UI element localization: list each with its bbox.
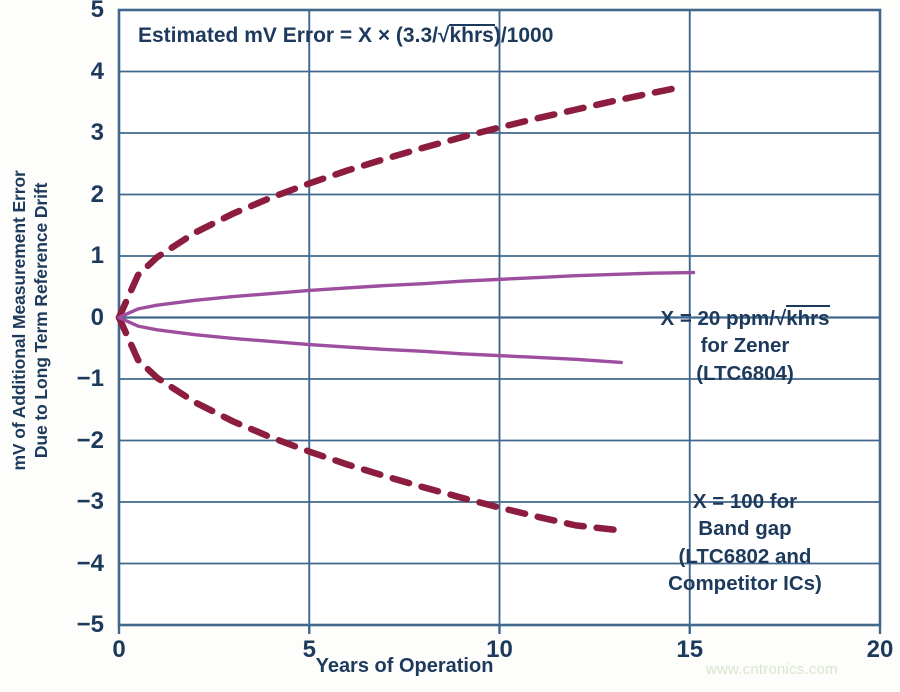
formula-suffix: )/1000: [493, 24, 554, 47]
sqrt-symbol: √khrs: [437, 24, 495, 47]
y-tick-label: 4: [90, 57, 104, 85]
y-tick-label: 5: [90, 0, 104, 23]
y-axis-title-line2: Due to Long Term Reference Drift: [31, 182, 51, 458]
y-tick-label: 1: [90, 242, 104, 269]
x-tick-label: 5: [302, 636, 316, 663]
y-tick-label: −2: [76, 426, 104, 454]
y-axis-title-line1: mV of Additional Measurement Error: [8, 169, 29, 471]
data-series-group: [115, 83, 696, 533]
x-tick-label: 20: [866, 636, 894, 663]
annotation-bandgap: X = 100 for Band gap (LTC6802 and Compet…: [620, 488, 870, 597]
y-tick-label: 3: [90, 119, 104, 146]
chart-title-formula: Estimated mV Error = X × (3.3/√khrs)/100…: [138, 24, 553, 48]
sqrt-symbol: √khrs: [774, 305, 831, 330]
y-tick-label: 0: [90, 303, 104, 331]
y-tick-label: −3: [76, 488, 104, 515]
annotation-bandgap-line2: Band gap: [698, 517, 792, 541]
x-axis-title: Years of Operation: [315, 655, 494, 677]
annotation-bandgap-line3: (LTC6802 and: [678, 544, 812, 568]
formula-prefix: Estimated mV Error = X × (3.3/: [138, 24, 438, 47]
watermark: www.cntronics.com: [706, 661, 838, 678]
y-tick-label: −1: [76, 365, 104, 392]
annotation-zener: X = 20 ppm/√khrs for Zener (LTC6804): [620, 305, 870, 387]
y-axis-title: mV of Additional Measurement Error Due t…: [0, 0, 60, 640]
annotation-zener-line1: X = 20 ppm/√khrs: [620, 305, 870, 332]
series-line-0: [115, 83, 686, 321]
x-tick-label: 0: [112, 636, 126, 663]
annotation-zener-line2: for Zener: [700, 334, 790, 358]
formula-radicand: khrs: [449, 24, 494, 47]
y-tick-label: −4: [76, 549, 104, 577]
series-line-3: [117, 315, 623, 365]
x-tick-marks: [117, 625, 882, 634]
annotation-zener-line3: (LTC6804): [696, 361, 794, 385]
annotation-bandgap-line1: X = 100 for: [692, 490, 798, 513]
series-line-2: [117, 270, 696, 320]
vertical-gridlines: [308, 10, 691, 625]
y-tick-label: 2: [90, 180, 104, 208]
y-tick-label: −5: [76, 611, 104, 638]
annotation-bandgap-line4: Competitor ICs): [668, 571, 822, 595]
x-tick-label: 15: [676, 636, 704, 663]
series-line-1: [115, 314, 617, 533]
x-tick-label: 10: [486, 636, 513, 663]
